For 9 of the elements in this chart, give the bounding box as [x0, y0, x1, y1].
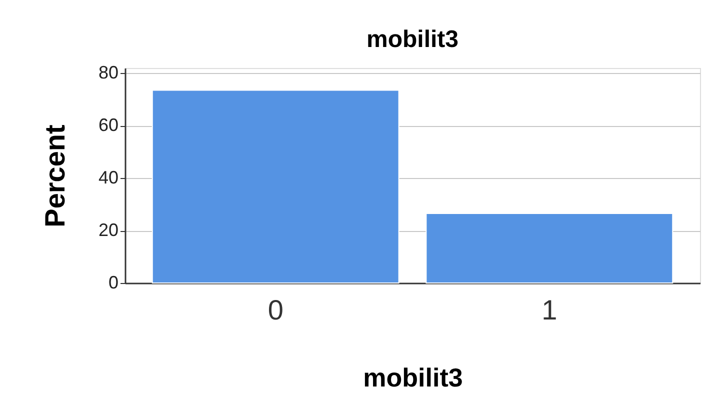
y-tick-label: 80 — [98, 62, 118, 83]
x-tick-label: 1 — [542, 294, 558, 326]
chart-title: mobilit3 — [366, 26, 459, 54]
x-axis-title: mobilit3 — [363, 362, 463, 392]
y-tick-label: 0 — [108, 272, 118, 292]
y-axis-title: Percent — [39, 124, 70, 228]
y-tick-label: 60 — [98, 115, 118, 136]
y-tick-label: 40 — [98, 168, 118, 188]
y-tick-label: 20 — [98, 220, 118, 240]
